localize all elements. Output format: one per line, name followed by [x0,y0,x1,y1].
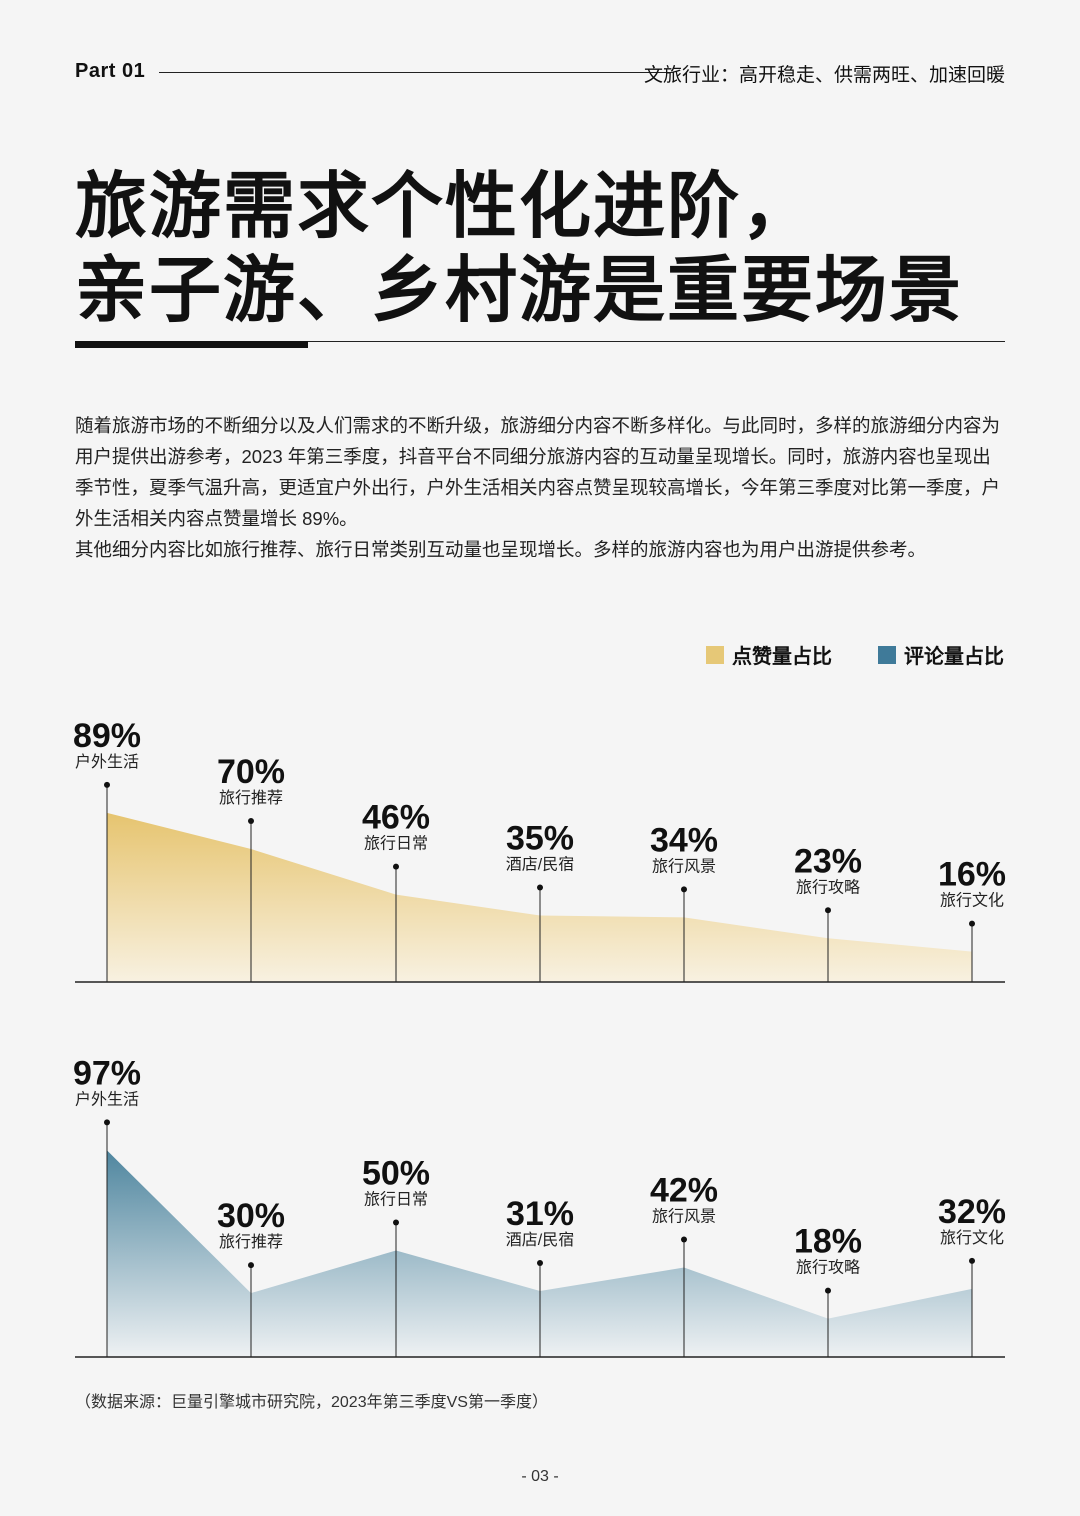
category-label: 旅行风景 [652,1208,716,1226]
intro-paragraph-1: 随着旅游市场的不断细分以及人们需求的不断升级，旅游细分内容不断多样化。与此同时，… [75,415,1001,529]
legend-item-likes: 点赞量占比 [706,640,832,669]
data-point [681,886,687,893]
value-label: 34% [650,821,718,859]
legend-label-comments: 评论量占比 [904,646,1004,668]
value-label: 32% [938,1193,1006,1231]
value-label: 89% [73,717,141,755]
header-divider [159,72,673,73]
legend-swatch-likes [706,645,724,664]
title-line-1: 旅游需求个性化进阶， [75,167,816,247]
data-point [104,781,110,788]
value-label: 23% [794,842,862,880]
page-header: Part 01 文旅行业：高开稳走、供需两旺、加速回暖 [75,60,1005,90]
page-title: 旅游需求个性化进阶， 亲子游、乡村游是重要场景 [75,165,963,333]
value-label: 35% [506,820,574,858]
data-source-note: （数据来源：巨量引擎城市研究院，2023年第三季度VS第一季度） [75,1394,548,1411]
area-series [107,812,972,982]
data-point [825,907,831,914]
value-label: 18% [794,1223,862,1261]
category-label: 酒店/民宿 [506,1231,574,1249]
category-label: 旅行文化 [940,892,1004,910]
part-label: Part 01 [75,60,146,82]
category-label: 旅行推荐 [219,789,283,807]
value-label: 97% [73,1054,141,1092]
value-label: 50% [362,1155,430,1193]
legend-item-comments: 评论量占比 [878,640,1004,669]
title-line-2: 亲子游、乡村游是重要场景 [75,251,964,331]
legend-swatch-comments [878,645,896,664]
legend-label-likes: 点赞量占比 [732,646,832,668]
category-label: 旅行风景 [652,857,716,875]
value-label: 42% [650,1172,718,1210]
category-label: 旅行日常 [364,1191,428,1209]
category-label: 旅行攻略 [796,878,860,896]
category-label: 户外生活 [75,753,139,771]
chart-legend: 点赞量占比 评论量占比 [706,640,1004,669]
page-number: - 03 - [521,1468,559,1485]
value-label: 31% [506,1195,574,1233]
data-point [393,863,399,870]
data-point [248,818,254,824]
value-label: 16% [938,856,1006,894]
category-label: 旅行推荐 [219,1233,283,1251]
data-point [969,1257,975,1264]
area-series [107,1150,972,1357]
section-subtitle: 文旅行业：高开稳走、供需两旺、加速回暖 [643,65,1005,86]
category-label: 旅行日常 [364,835,428,853]
data-point [537,884,543,891]
value-label: 30% [217,1197,285,1235]
data-point [825,1287,831,1294]
title-divider [75,341,1005,342]
data-point [681,1236,687,1243]
data-point [537,1259,543,1266]
intro-paragraph-2: 其他细分内容比如旅行推荐、旅行日常类别互动量也呈现增长。多样的旅游内容也为用户出… [75,539,927,560]
data-point [248,1262,254,1269]
data-point [393,1219,399,1226]
intro-text: 随着旅游市场的不断细分以及人们需求的不断升级，旅游细分内容不断多样化。与此同时，… [75,410,1007,565]
value-label: 46% [362,799,430,837]
value-label: 70% [217,753,285,791]
category-label: 旅行文化 [940,1229,1004,1247]
category-label: 酒店/民宿 [506,856,574,874]
category-label: 户外生活 [75,1090,139,1108]
data-point [969,920,975,927]
title-accent-bar [75,341,308,348]
category-label: 旅行攻略 [796,1259,860,1277]
data-point [104,1119,110,1126]
